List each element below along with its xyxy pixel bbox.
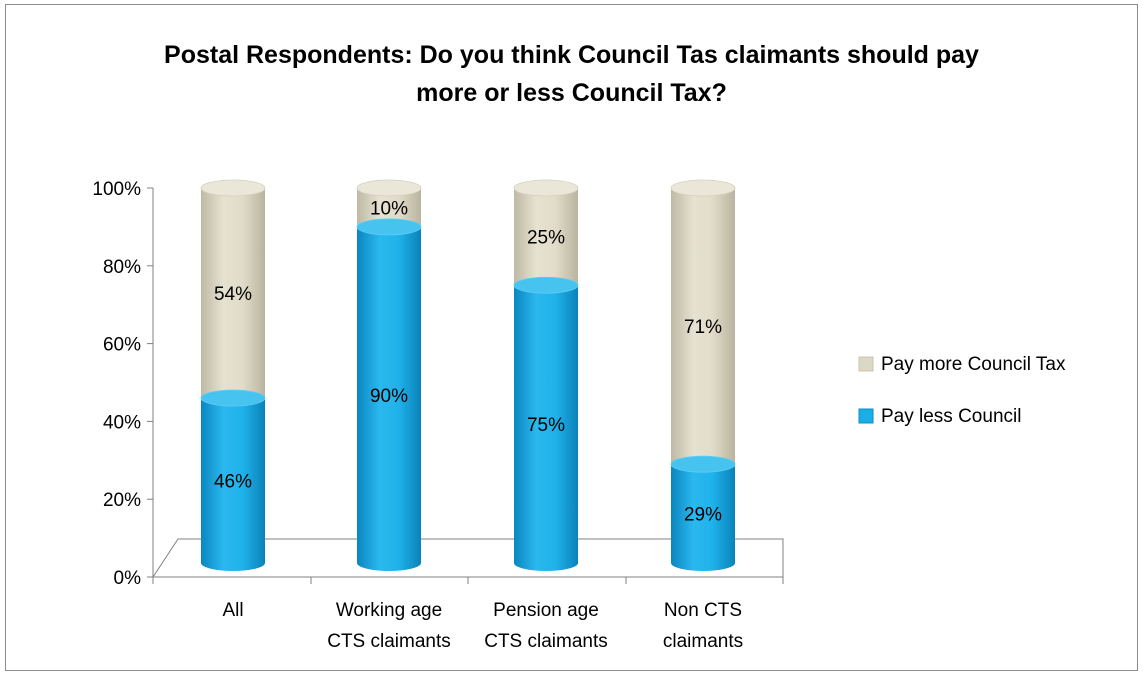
bar-stack: 90% 10% — [356, 179, 422, 571]
y-tick-label: 20% — [103, 490, 141, 511]
bar-stack: 75% 25% — [513, 179, 579, 571]
bar-segment-cap — [356, 218, 422, 236]
bar-segment-pay-less — [201, 398, 265, 571]
data-label-pay-less: 46% — [214, 472, 252, 493]
bar-stack: 46% 54% — [200, 179, 266, 571]
data-label-pay-more: 10% — [370, 198, 408, 219]
bar-top-cap — [200, 179, 266, 197]
value-axis: 0% 20% 40% 60% 80% 100% — [92, 179, 784, 589]
data-label-pay-more: 54% — [214, 284, 252, 305]
category-labels: All Working age CTS claimants Pension age CT… — [222, 600, 743, 652]
bar-top-cap — [513, 179, 579, 197]
bar-segment-cap — [670, 455, 736, 473]
data-label-pay-less: 75% — [527, 415, 565, 436]
y-tick-label: 40% — [103, 412, 141, 433]
bar-top-cap — [356, 179, 422, 197]
y-tick-label: 60% — [103, 335, 141, 356]
bar-segment-pay-more — [514, 188, 578, 294]
bar-segment-pay-more — [201, 188, 265, 407]
legend-label: Pay more Council Tax — [881, 354, 1066, 375]
category-label: Working age — [336, 600, 442, 621]
legend: Pay more Council Tax Pay less Council — [858, 354, 1066, 427]
bar-top-cap — [670, 179, 736, 197]
chart-title: Postal Respondents: Do you think Council… — [0, 36, 1143, 112]
legend-swatch — [858, 356, 874, 372]
bars: 46% 54% 90% 10% 75% 25% 29% 71% — [200, 179, 736, 571]
legend-swatch — [858, 408, 874, 424]
category-label: Pension age — [493, 600, 599, 621]
bar-segment-pay-less — [671, 464, 735, 571]
legend-label: Pay less Council — [881, 406, 1021, 427]
bar-stack: 29% 71% — [670, 179, 736, 571]
chart-title-line-2: more or less Council Tax? — [416, 79, 727, 107]
bar-segment-cap — [200, 389, 266, 407]
category-label: claimants — [663, 631, 743, 652]
category-label: CTS claimants — [484, 631, 608, 652]
category-label: All — [222, 600, 243, 621]
bar-segment-cap — [513, 276, 579, 294]
bar-segment-pay-less — [357, 226, 421, 571]
data-label-pay-less: 90% — [370, 386, 408, 407]
data-label-pay-less: 29% — [684, 505, 722, 526]
y-tick-label: 100% — [92, 179, 141, 200]
category-label: Non CTS — [664, 600, 742, 621]
chart-title-line-1: Postal Respondents: Do you think Council… — [164, 41, 979, 69]
data-label-pay-more: 25% — [527, 228, 565, 249]
y-tick-label: 0% — [114, 568, 142, 589]
data-label-pay-more: 71% — [684, 317, 722, 338]
y-tick-label: 80% — [103, 257, 141, 278]
category-label: CTS claimants — [327, 631, 451, 652]
bar-segment-pay-less — [514, 285, 578, 571]
bar-segment-pay-more — [671, 188, 735, 473]
